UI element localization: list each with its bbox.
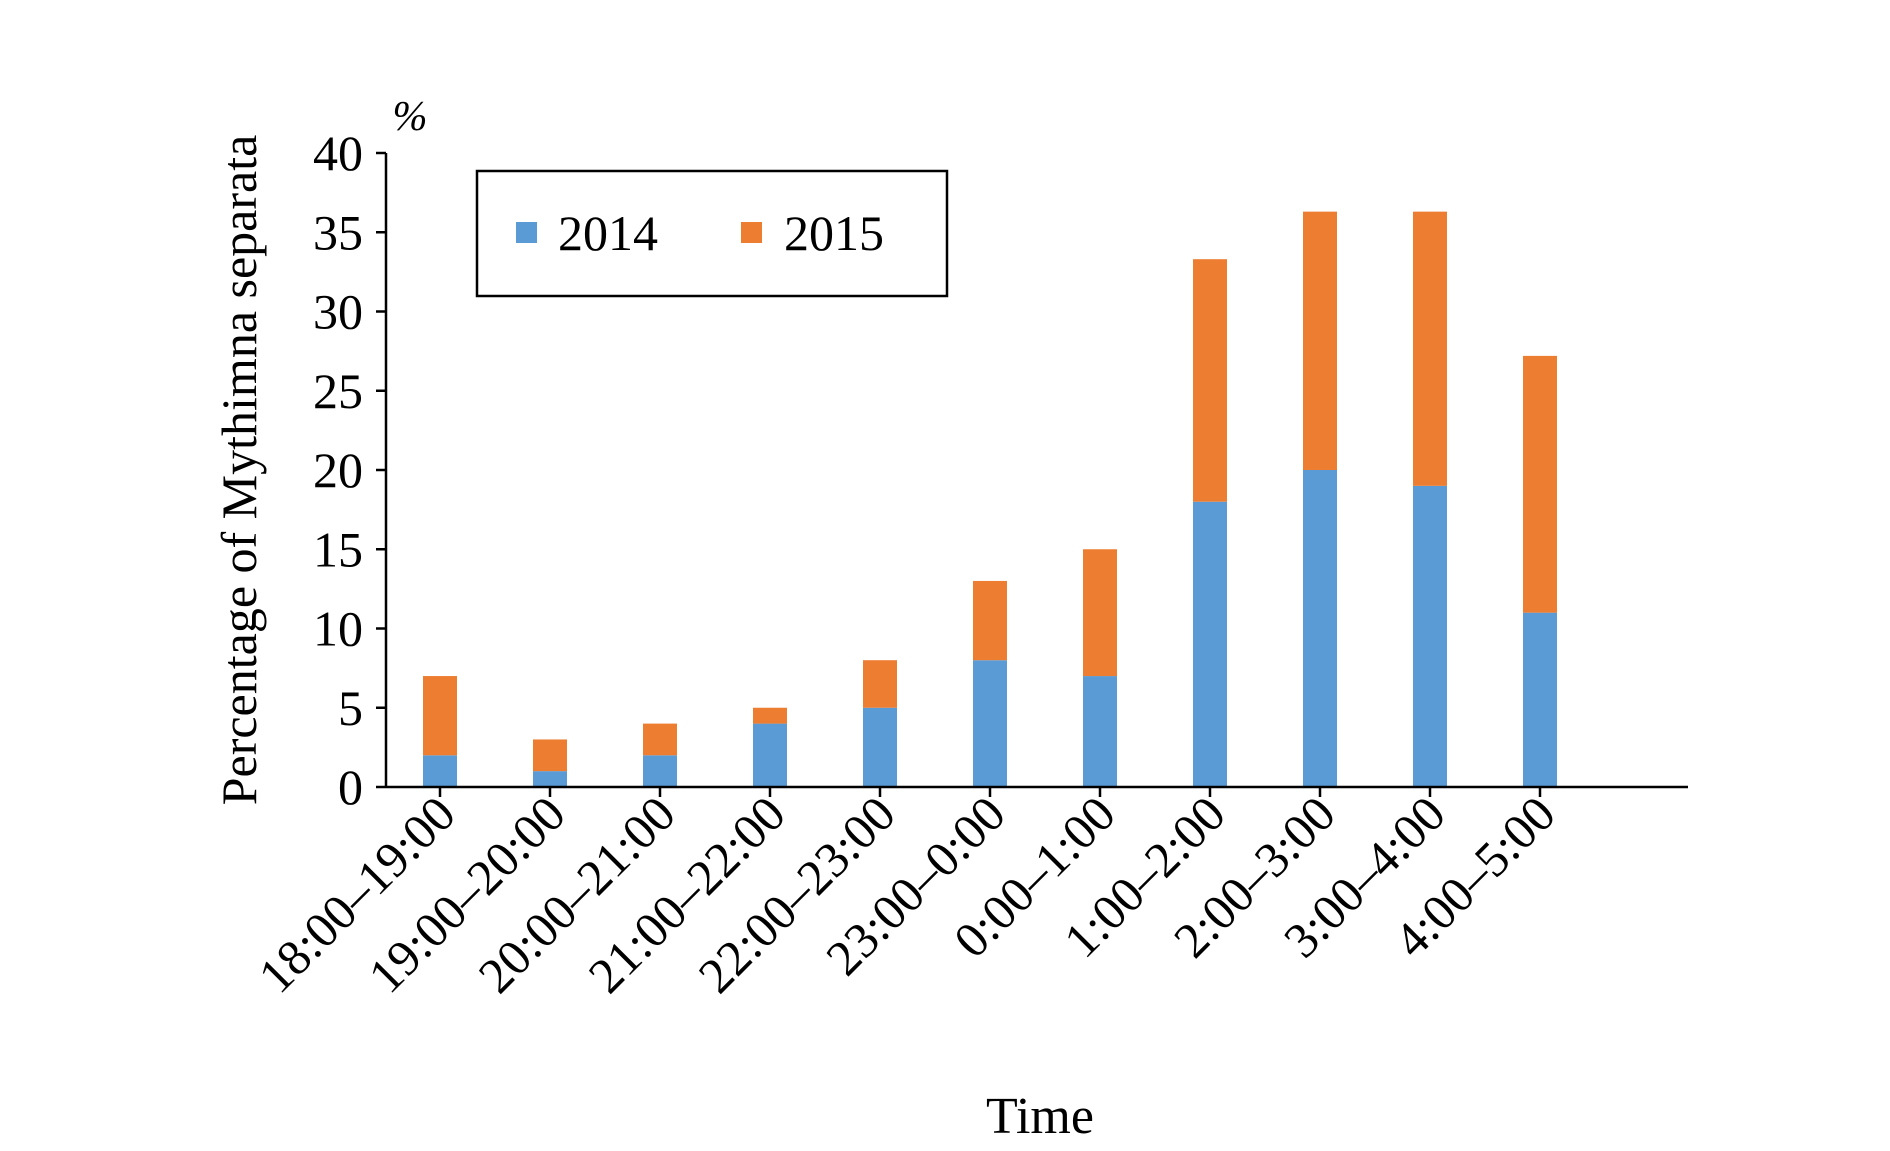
y-tick-label: 15 xyxy=(313,521,363,577)
y-axis-title: Percentage of Mythimna separata xyxy=(211,135,267,806)
bar-2014-7 xyxy=(1193,501,1227,787)
bar-2015-4 xyxy=(863,660,897,708)
y-ticks: 0 5 10 15 20 25 30 35 40 xyxy=(313,125,386,815)
legend-label-2015: 2015 xyxy=(784,205,884,261)
bar-2014-10 xyxy=(1523,612,1557,787)
bar-2014-2 xyxy=(643,755,677,787)
bars-layer xyxy=(423,211,1557,787)
bar-2014-8 xyxy=(1303,470,1337,787)
y-tick-label: 0 xyxy=(338,759,363,815)
bar-2015-6 xyxy=(1083,549,1117,677)
bar-2015-8 xyxy=(1303,211,1337,470)
legend-swatch-2015 xyxy=(741,222,762,243)
y-unit-label: % xyxy=(393,94,428,140)
bar-2014-4 xyxy=(863,707,897,787)
bar-2015-2 xyxy=(643,723,677,756)
y-tick-label: 10 xyxy=(313,601,363,657)
bar-2015-0 xyxy=(423,676,457,756)
y-tick-label: 20 xyxy=(313,442,363,498)
bar-2015-9 xyxy=(1413,211,1447,486)
bar-2014-6 xyxy=(1083,676,1117,787)
legend-box xyxy=(475,169,949,298)
y-tick-label: 25 xyxy=(313,363,363,419)
y-tick-label: 30 xyxy=(313,284,363,340)
x-ticks: 18:00–19:0019:00–20:0020:00–21:0021:00–2… xyxy=(247,785,1565,1003)
bar-2014-0 xyxy=(423,755,457,787)
y-tick-label: 35 xyxy=(313,204,363,260)
legend: 2014 2015 xyxy=(475,169,949,298)
bar-2015-10 xyxy=(1523,355,1557,613)
x-axis-title: Time xyxy=(986,1088,1094,1145)
bar-2015-7 xyxy=(1193,259,1227,502)
bar-2015-5 xyxy=(973,580,1007,661)
y-tick-label: 40 xyxy=(313,125,363,181)
legend-swatch-2014 xyxy=(516,222,537,243)
bar-2014-5 xyxy=(973,660,1007,787)
legend-label-2014: 2014 xyxy=(558,205,658,261)
y-tick-label: 5 xyxy=(338,680,363,736)
bar-2014-9 xyxy=(1413,485,1447,787)
bar-2014-3 xyxy=(753,723,787,787)
bar-2014-1 xyxy=(533,771,567,787)
bar-2015-3 xyxy=(753,707,787,724)
bar-2015-1 xyxy=(533,739,567,772)
